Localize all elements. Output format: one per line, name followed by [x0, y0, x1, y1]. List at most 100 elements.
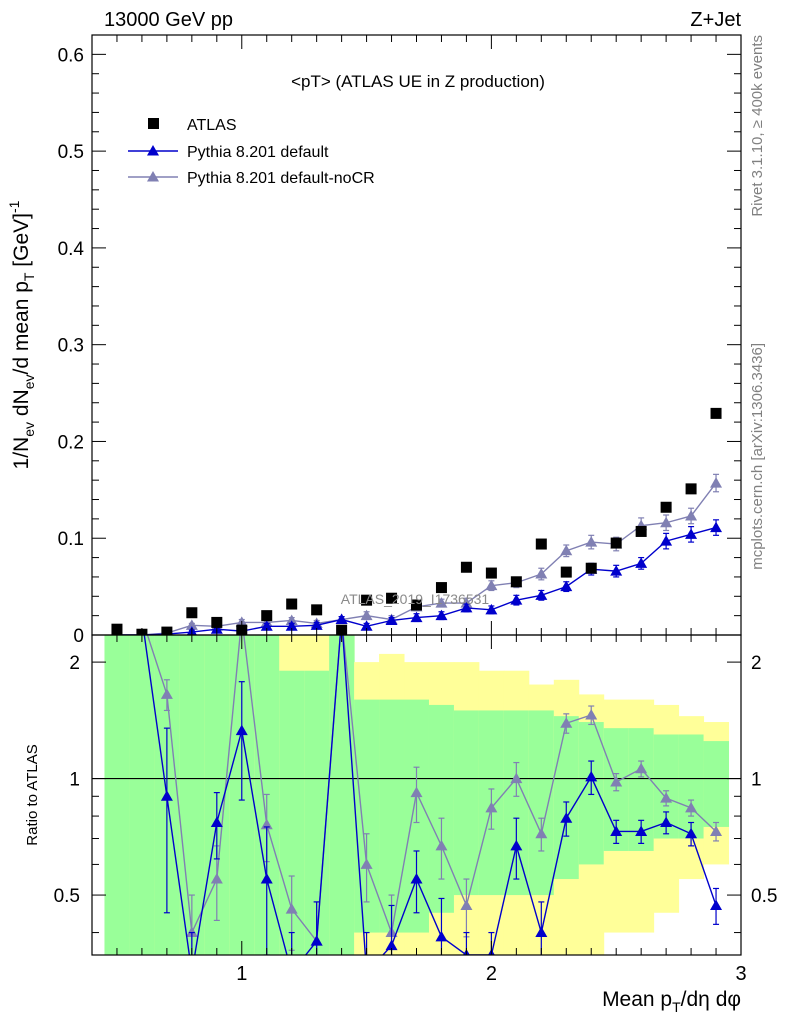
ratio-point-triangle: [510, 839, 523, 851]
data-point-atlas: [435, 582, 447, 594]
data-point-atlas: [411, 599, 422, 611]
ratio-point-triangle: [685, 801, 698, 813]
ratio-y-tick-label: 2: [69, 653, 80, 674]
data-point-triangle: [535, 589, 548, 600]
legend-label: ATLAS: [187, 117, 237, 134]
data-point-atlas: [286, 598, 298, 610]
band-inner-bin: [678, 734, 705, 839]
data-point-triangle: [360, 609, 373, 621]
band-inner-bin: [379, 699, 405, 933]
data-point-atlas: [660, 501, 672, 513]
data-point-atlas: [386, 592, 398, 604]
data-point-atlas: [211, 616, 223, 628]
ratio-point-triangle: [660, 816, 673, 828]
header-energy-label: 13000 GeV pp: [104, 9, 233, 31]
y-tick-label: 0.3: [58, 336, 84, 357]
data-point-atlas: [560, 566, 572, 578]
plot-title: <pT> (ATLAS UE in Z production): [291, 72, 545, 91]
data-point-triangle: [635, 557, 648, 568]
ratio-series-line: [143, 635, 717, 955]
ratio-point-triangle: [710, 825, 723, 836]
legend-marker-atlas: [148, 118, 159, 129]
y-tick-label: 0.4: [58, 239, 85, 260]
x-tick-label: 3: [735, 963, 746, 985]
svg-text:Mean pT/dη dφ: Mean pT/dη dφ: [602, 988, 741, 1015]
ratio-point-triangle: [635, 762, 648, 774]
ratio-point-triangle: [560, 812, 573, 823]
x-axis-title: Mean pT/dη dφ: [602, 988, 741, 1015]
data-point-atlas: [635, 525, 647, 537]
y-tick-label: 0.1: [58, 529, 84, 550]
ratio-point-triangle: [610, 775, 623, 787]
legend-marker-triangle: [147, 145, 159, 156]
data-point-triangle: [710, 521, 723, 533]
data-point-triangle: [460, 601, 473, 613]
y-tick-label: 0.6: [58, 45, 84, 66]
data-point-triangle: [660, 535, 673, 546]
band-inner-bin: [104, 635, 130, 955]
ratio-point-triangle: [410, 786, 423, 798]
data-point-triangle: [435, 597, 448, 608]
ratio-y-axis-title: Ratio to ATLAS: [24, 744, 41, 845]
ratio-y-tick-label: 1: [69, 770, 80, 791]
data-point-triangle: [185, 619, 198, 630]
band-inner-bin: [528, 710, 555, 896]
band-inner-bin: [553, 716, 580, 880]
ratio-point-triangle: [260, 873, 273, 884]
ratio-point-triangle: [585, 770, 598, 782]
data-point-triangle: [260, 620, 273, 631]
y-tick-label: 0.5: [58, 142, 84, 163]
data-point-triangle: [385, 614, 398, 625]
data-point-triangle: [485, 579, 498, 591]
ratio-point-triangle: [210, 873, 223, 884]
data-point-atlas: [261, 610, 273, 622]
data-point-triangle: [610, 565, 623, 576]
data-point-atlas: [610, 537, 622, 549]
y-tick-label: 0: [73, 626, 84, 647]
data-point-atlas: [311, 604, 323, 616]
mcplots-label: mcplots.cern.ch [arXiv:1306.3436]: [749, 343, 766, 570]
data-point-triangle: [335, 613, 348, 625]
data-point-triangle: [435, 609, 448, 621]
ratio-point-triangle: [410, 873, 423, 884]
ratio-point-triangle: [360, 858, 373, 869]
ratio-point-triangle: [585, 708, 598, 720]
data-point-atlas: [460, 561, 472, 573]
ratio-y-tick-label-right: 1: [751, 770, 762, 791]
rivet-label: Rivet 3.1.10, ≥ 400k events: [749, 35, 766, 217]
data-point-triangle: [485, 603, 498, 615]
ratio-point-triangle: [610, 825, 623, 836]
ratio-point-triangle: [485, 801, 498, 813]
band-inner-bin: [453, 710, 480, 896]
data-point-triangle: [560, 544, 573, 556]
ratio-point-triangle: [535, 827, 548, 839]
data-point-triangle: [285, 620, 298, 631]
ratio-point-triangle: [560, 717, 573, 728]
data-point-triangle: [685, 509, 698, 521]
ratio-point-triangle: [210, 816, 223, 828]
ratio-point-triangle: [435, 930, 448, 942]
ratio-point-triangle: [685, 827, 698, 839]
data-point-atlas: [510, 576, 522, 588]
y-tick-label: 0.2: [58, 432, 84, 453]
ratio-y-tick-label-right: 2: [751, 653, 762, 674]
ratio-point-triangle: [710, 899, 723, 910]
band-inner-bin: [428, 704, 455, 913]
legend-label: Pythia 8.201 default: [187, 144, 329, 161]
band-inner-bin: [129, 635, 155, 955]
data-point-triangle: [560, 580, 573, 592]
data-point-triangle: [585, 536, 598, 547]
data-point-atlas: [186, 607, 198, 619]
ratio-point-triangle: [310, 935, 323, 946]
band-inner-bin: [703, 741, 730, 827]
data-point-triangle: [360, 620, 373, 631]
ratio-point-triangle: [435, 839, 448, 851]
data-point-atlas: [535, 538, 547, 550]
ratio-point-triangle: [185, 926, 198, 938]
data-point-triangle: [535, 568, 548, 579]
ratio-point-triangle: [635, 825, 648, 836]
data-point-atlas: [485, 567, 497, 579]
ratio-point-triangle: [660, 792, 673, 803]
